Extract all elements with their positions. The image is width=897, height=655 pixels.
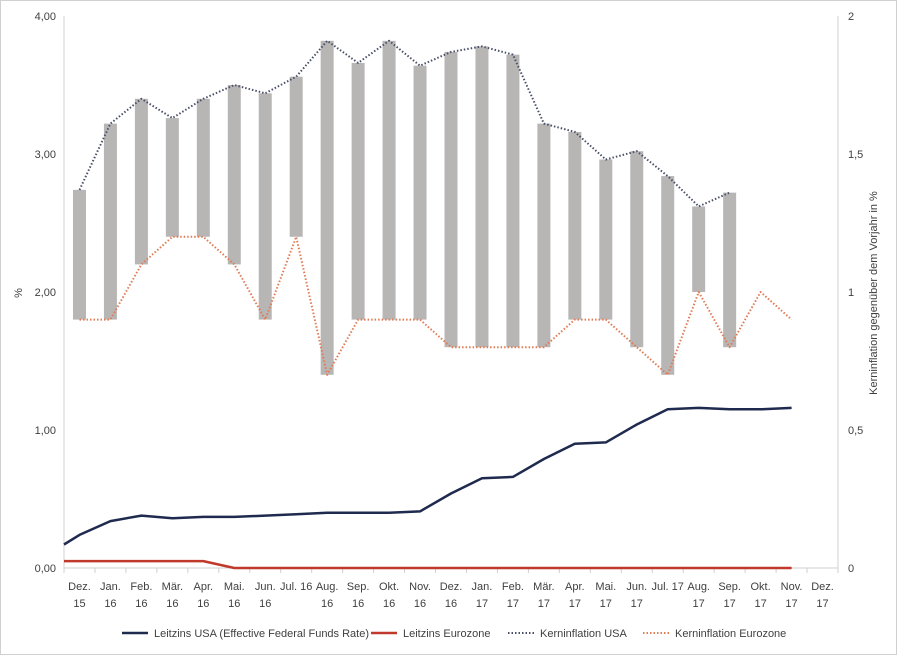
series-line xyxy=(63,406,792,546)
tick-labels: 0,00 1,00 2,00 3,00 4,00 0 0,5 1 1,5 2 Dez. 15 Jan. 1… xyxy=(35,11,864,610)
x-tick-label: Jul. 17 xyxy=(652,581,684,593)
x-tick-label: Aug. 17 xyxy=(687,581,710,610)
series-line xyxy=(79,235,793,376)
difference-bar xyxy=(599,159,613,320)
right-tick-label: 0 xyxy=(848,563,854,575)
difference-bar xyxy=(196,98,210,237)
difference-bar xyxy=(537,123,551,348)
x-tick-label: Mai. 16 xyxy=(224,581,245,610)
difference-bar xyxy=(723,192,737,348)
legend-label: Kerninflation USA xyxy=(540,628,627,640)
x-tick-label: Okt. 16 xyxy=(379,581,399,610)
x-tick-label: Sep. 17 xyxy=(718,581,741,610)
x-tick-label: Jul. 16 xyxy=(280,581,312,593)
x-tick-label: Nov. 16 xyxy=(409,581,431,610)
x-tick-label: Apr. 17 xyxy=(565,581,585,610)
x-tick-label: Aug. 16 xyxy=(316,581,339,610)
x-tick-label: Mär. 16 xyxy=(162,581,183,610)
difference-bar xyxy=(568,131,582,320)
difference-bars xyxy=(72,40,737,375)
right-tick-label: 0,5 xyxy=(848,425,863,437)
difference-bar xyxy=(630,151,644,348)
difference-bar xyxy=(692,206,706,292)
left-tick-label: 4,00 xyxy=(35,11,56,23)
right-axis-title: Kerninflation gegenüber dem Vorjahr in % xyxy=(868,191,880,395)
x-tick-label: Mai. 17 xyxy=(595,581,616,610)
legend-label: Leitzins USA (Effective Federal Funds Ra… xyxy=(154,628,369,640)
x-tick-label: Jun. 16 xyxy=(255,581,276,610)
x-tick-label: Mär. 17 xyxy=(533,581,554,610)
difference-bar xyxy=(134,98,148,265)
difference-bar xyxy=(320,40,334,375)
left-tick-label: 2,00 xyxy=(35,287,56,299)
series-line xyxy=(64,559,792,570)
left-tick-label: 1,00 xyxy=(35,425,56,437)
difference-bar xyxy=(444,51,458,348)
difference-bar xyxy=(103,123,117,320)
x-tick-label: Dez. 16 xyxy=(440,581,463,610)
right-tick-label: 1,5 xyxy=(848,149,863,161)
x-tick-label: Jun. 17 xyxy=(626,581,647,610)
x-tick-label: Jan. 17 xyxy=(472,581,493,610)
x-tick-label: Okt. 17 xyxy=(751,581,771,610)
difference-bar xyxy=(227,85,241,265)
right-tick-label: 2 xyxy=(848,11,854,23)
x-tick-label: Apr. 16 xyxy=(194,581,214,610)
left-tick-label: 0,00 xyxy=(35,563,56,575)
left-axis-title: % xyxy=(13,288,25,298)
difference-bar xyxy=(72,189,86,320)
difference-bar xyxy=(351,62,365,320)
difference-bar xyxy=(382,40,396,320)
legend: Leitzins USA (Effective Federal Funds Ra… xyxy=(122,628,786,640)
series-lines xyxy=(63,39,793,570)
x-tick-label: Jan. 16 xyxy=(100,581,121,610)
x-tick-label: Feb. 16 xyxy=(130,581,152,610)
difference-bar xyxy=(289,76,303,237)
difference-bar xyxy=(661,176,675,375)
x-tick-label: Sep. 16 xyxy=(347,581,370,610)
difference-bar xyxy=(506,54,520,348)
left-tick-label: 3,00 xyxy=(35,149,56,161)
x-tick-label: Dez. 17 xyxy=(811,581,834,610)
legend-label: Kerninflation Eurozone xyxy=(675,628,786,640)
difference-bar xyxy=(413,65,427,320)
difference-bar xyxy=(165,118,179,237)
difference-bar xyxy=(258,93,272,320)
x-tick-label: Dez. 15 xyxy=(68,581,91,610)
legend-label: Leitzins Eurozone xyxy=(403,628,490,640)
difference-bar xyxy=(475,46,489,348)
right-tick-label: 1 xyxy=(848,287,854,299)
x-tick-label: Feb. 17 xyxy=(502,581,524,610)
x-tick-label: Nov. 17 xyxy=(781,581,803,610)
